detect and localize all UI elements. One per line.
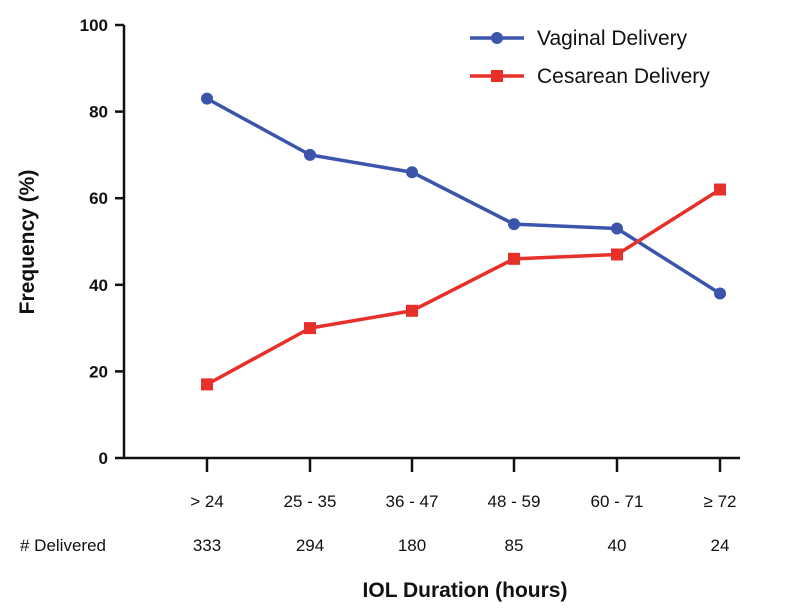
legend-label: Vaginal Delivery <box>537 27 688 50</box>
series-group <box>201 92 726 391</box>
x-tick-label: 25 - 35 <box>284 492 337 511</box>
data-point <box>304 148 316 161</box>
delivered-counts: 333 294 180 85 40 24 <box>193 536 730 555</box>
y-tick-label: 60 <box>89 189 108 208</box>
data-point <box>304 322 316 335</box>
delivered-count: 333 <box>193 536 221 555</box>
x-tick-label: ≥ 72 <box>704 492 737 511</box>
data-point <box>611 248 623 261</box>
axes <box>122 25 740 460</box>
legend-marker <box>491 32 503 44</box>
y-tick-label: 20 <box>89 362 108 381</box>
data-point <box>201 92 213 105</box>
legend: Vaginal Delivery Cesarean Delivery <box>470 27 710 88</box>
y-tick-label: 80 <box>89 103 108 122</box>
delivered-count: 85 <box>505 536 524 555</box>
data-point <box>201 378 213 391</box>
x-tick-label: 48 - 59 <box>488 492 541 511</box>
y-ticks: 0 20 40 60 80 100 <box>80 16 124 468</box>
delivered-count: 24 <box>711 536 730 555</box>
x-ticks: > 24 25 - 35 36 - 47 48 - 59 60 - 71 ≥ 72 <box>190 458 736 511</box>
series-line-1 <box>206 97 721 295</box>
series-line-2 <box>206 188 721 386</box>
x-tick-label: > 24 <box>190 492 224 511</box>
x-tick-label: 60 - 71 <box>591 492 644 511</box>
legend-label: Cesarean Delivery <box>537 65 710 88</box>
delivered-count: 294 <box>296 536 324 555</box>
delivered-count: 40 <box>608 536 627 555</box>
legend-marker <box>491 70 503 82</box>
delivered-label: # Delivered <box>20 536 106 555</box>
data-point <box>714 183 726 196</box>
y-tick-label: 100 <box>80 16 108 35</box>
data-point <box>508 218 520 231</box>
data-point <box>611 222 623 235</box>
x-axis-title: IOL Duration (hours) <box>363 579 568 602</box>
data-point <box>406 304 418 317</box>
y-tick-label: 40 <box>89 276 108 295</box>
x-tick-label: 36 - 47 <box>386 492 439 511</box>
data-point <box>714 287 726 300</box>
y-tick-label: 0 <box>99 449 108 468</box>
data-point <box>508 252 520 265</box>
delivered-count: 180 <box>398 536 426 555</box>
data-point <box>406 166 418 179</box>
y-axis-title: Frequency (%) <box>16 170 39 315</box>
